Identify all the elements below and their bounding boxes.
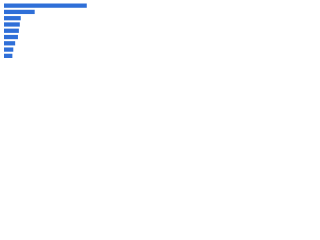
bar bbox=[4, 9, 35, 15]
bar bbox=[4, 3, 87, 8]
bar bbox=[4, 34, 18, 40]
bar bbox=[4, 28, 19, 33]
bar bbox=[4, 41, 16, 46]
bar bbox=[4, 16, 21, 21]
chart bbox=[4, 3, 87, 58]
bar bbox=[4, 53, 13, 58]
page: {"chart_data": {"type": "bar", "orientat… bbox=[0, 0, 100, 71]
bar bbox=[4, 22, 20, 27]
bar bbox=[4, 47, 14, 52]
